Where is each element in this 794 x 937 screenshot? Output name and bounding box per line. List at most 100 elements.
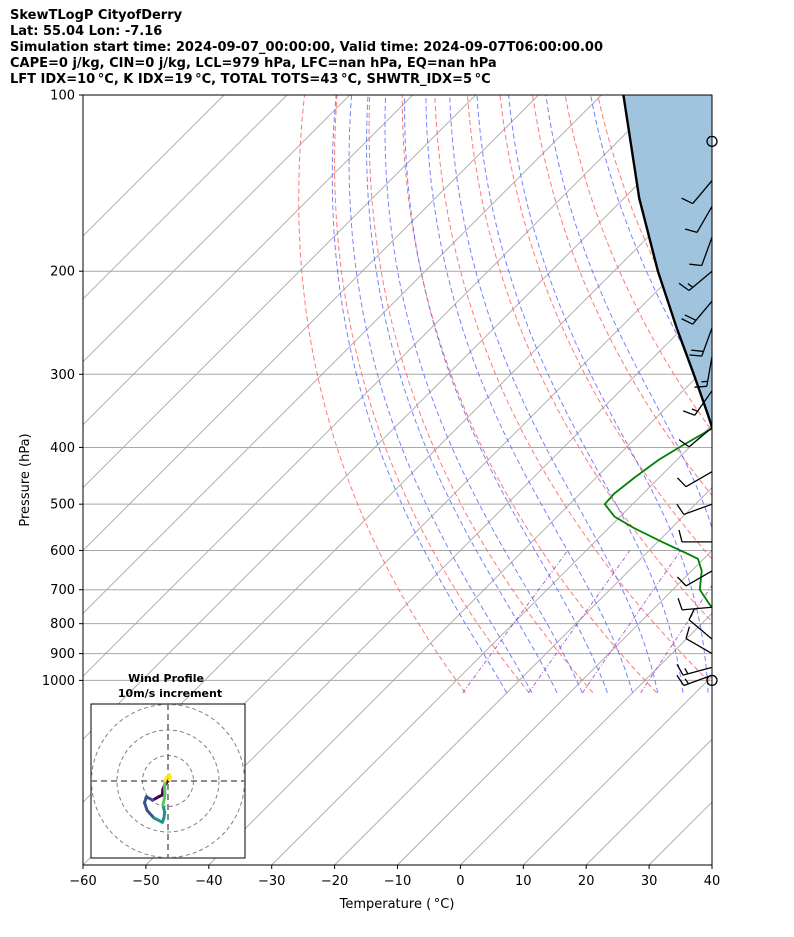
isotherm (271, 424, 712, 865)
wind-barb-half-flag (684, 668, 689, 675)
moist-adiabat (449, 95, 659, 693)
wind-barb (683, 390, 713, 416)
isotherm (83, 95, 225, 237)
wind-barb-flag (681, 318, 694, 325)
wind-barb-flag (689, 354, 702, 357)
y-tick-label-900: 900 (50, 647, 75, 662)
wind-barb (684, 206, 713, 234)
wind-barb-flag (689, 263, 702, 267)
location-coordinates: Lat: 55.04 Lon: -7.16 (10, 24, 163, 39)
stability-indices: CAPE=0 j/kg, CIN=0 j/kg, LCL=979 hPa, LF… (10, 56, 497, 71)
moist-adiabat (508, 95, 709, 693)
wind-barb (689, 327, 713, 357)
moist-adiabat (713, 95, 794, 693)
x-tick-label-4: −20 (321, 874, 348, 889)
hodograph-segment (145, 808, 156, 820)
x-axis-label: Temperature ( °C) (339, 897, 455, 912)
isotherm (145, 298, 712, 865)
wind-barb-shaft (692, 180, 713, 204)
dry-adiabat (728, 95, 794, 693)
hodograph-subtitle: 10m/s increment (118, 687, 222, 700)
wind-barb-flag (677, 597, 683, 611)
wind-barb-flag (688, 608, 696, 621)
dry-adiabat (401, 95, 658, 694)
isotherm (334, 486, 712, 865)
wind-barb-flag (684, 228, 698, 234)
wind-barb (685, 626, 713, 655)
dewpoint-profile-line (603, 427, 712, 609)
x-axis: −60 −50 −40 −30 −20 −10 0 10 20 30 40 (69, 865, 720, 889)
y-tick-label-700: 700 (50, 583, 75, 598)
wind-barb-flag (691, 349, 704, 353)
wind-barb (678, 427, 713, 448)
wind-barb (688, 608, 713, 640)
wind-barb (681, 180, 713, 205)
wind-barb-shaft (688, 427, 713, 448)
wind-barb-shaft (696, 206, 713, 233)
wind-barb-shaft (701, 237, 713, 266)
wind-barb-half-flag (687, 283, 694, 288)
y-axis-label: Pressure (hPa) (18, 433, 33, 526)
isotherm (208, 361, 712, 865)
pressure-gridlines (83, 95, 712, 681)
moist-adiabat (404, 95, 608, 693)
wind-barb (676, 570, 713, 587)
wind-barb (678, 529, 712, 543)
hodograph: Wind Profile 10m/s increment (90, 672, 246, 859)
moist-adiabat (384, 95, 583, 694)
isotherm (83, 95, 539, 552)
chart-title: SkewTLogP CityofDerry (10, 8, 183, 23)
x-tick-label-5: −10 (384, 874, 411, 889)
x-tick-label-0: −60 (69, 874, 96, 889)
moist-adiabat (476, 95, 684, 693)
moist-adiabat (331, 95, 508, 694)
y-tick-label-1000: 1000 (42, 674, 75, 689)
isotherm (83, 95, 602, 615)
dry-adiabats (298, 95, 794, 694)
wind-barb (694, 356, 713, 388)
wind-barb (678, 270, 713, 292)
wind-barb-half-flag (684, 678, 690, 685)
wind-barb-shaft (688, 619, 713, 640)
wind-barb-shaft (682, 606, 713, 611)
isotherm (83, 95, 476, 489)
dry-adiabat (333, 95, 530, 694)
moist-adiabat (366, 95, 558, 694)
wind-barb-flag (694, 385, 707, 388)
wind-barb-flag (676, 674, 685, 686)
mixing-ratio-line (528, 550, 631, 694)
wind-barb-flag (676, 663, 684, 676)
wind-barb-flag (678, 282, 690, 292)
sounding-profiles (603, 95, 712, 609)
dry-adiabat (434, 95, 712, 686)
wind-barb (676, 503, 713, 516)
wind-barb-flag (678, 529, 683, 543)
mixing-ratio-line (640, 584, 712, 694)
wind-barb-shaft (685, 570, 713, 587)
moist-adiabat (348, 95, 533, 694)
wind-barb-flag (685, 626, 691, 639)
wind-barb-calm (706, 135, 718, 148)
wind-barb-flag (678, 439, 690, 448)
wind-barb-flag (676, 503, 685, 515)
dry-adiabat (298, 95, 466, 694)
isotherm (83, 95, 351, 363)
dry-adiabat (368, 95, 594, 694)
y-tick-label-500: 500 (50, 498, 75, 513)
wind-barb (676, 663, 713, 676)
isotherm (83, 95, 665, 677)
y-tick-label-800: 800 (50, 617, 75, 632)
x-tick-label-1: −50 (132, 874, 159, 889)
x-tick-label-3: −30 (258, 874, 285, 889)
wind-barbs (676, 135, 718, 687)
wind-barb-flag (676, 477, 687, 488)
isotherm (83, 95, 288, 300)
wind-barb-flag (681, 197, 694, 205)
wind-barb-shaft (685, 638, 713, 655)
moist-adiabat (545, 95, 712, 530)
wind-barb-half-flag (691, 408, 698, 412)
wind-barb-shaft (685, 471, 713, 488)
y-tick-label-200: 200 (50, 265, 75, 280)
x-tick-label-2: −40 (195, 874, 222, 889)
